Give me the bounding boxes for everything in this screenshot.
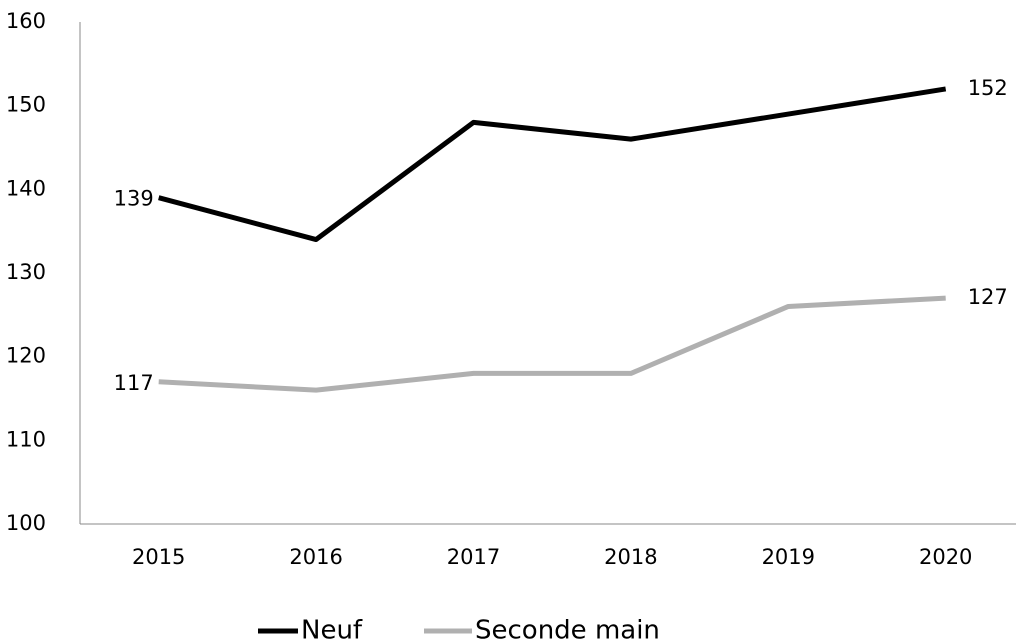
y-tick-label: 100: [6, 511, 46, 535]
series-line: [158, 86, 947, 243]
x-tick-label: 2018: [604, 545, 657, 569]
legend-label: Seconde main: [475, 616, 660, 644]
x-tick-label: 2015: [132, 545, 185, 569]
legend-label: Neuf: [301, 616, 363, 644]
data-label: 117: [114, 371, 154, 395]
series-line: [158, 295, 946, 393]
x-tick-label: 2019: [762, 545, 815, 569]
data-label: 127: [968, 285, 1008, 309]
x-tick-label: 2016: [289, 545, 342, 569]
x-tick-label: 2020: [919, 545, 972, 569]
data-label: 152: [968, 76, 1008, 100]
y-tick-label: 160: [6, 9, 46, 33]
x-tick-label: 2017: [447, 545, 500, 569]
y-tick-label: 150: [6, 93, 46, 117]
y-tick-label: 120: [6, 344, 46, 368]
y-tick-label: 110: [6, 427, 46, 451]
y-tick-label: 130: [6, 260, 46, 284]
data-label: 139: [114, 187, 154, 211]
y-tick-label: 140: [6, 176, 46, 200]
